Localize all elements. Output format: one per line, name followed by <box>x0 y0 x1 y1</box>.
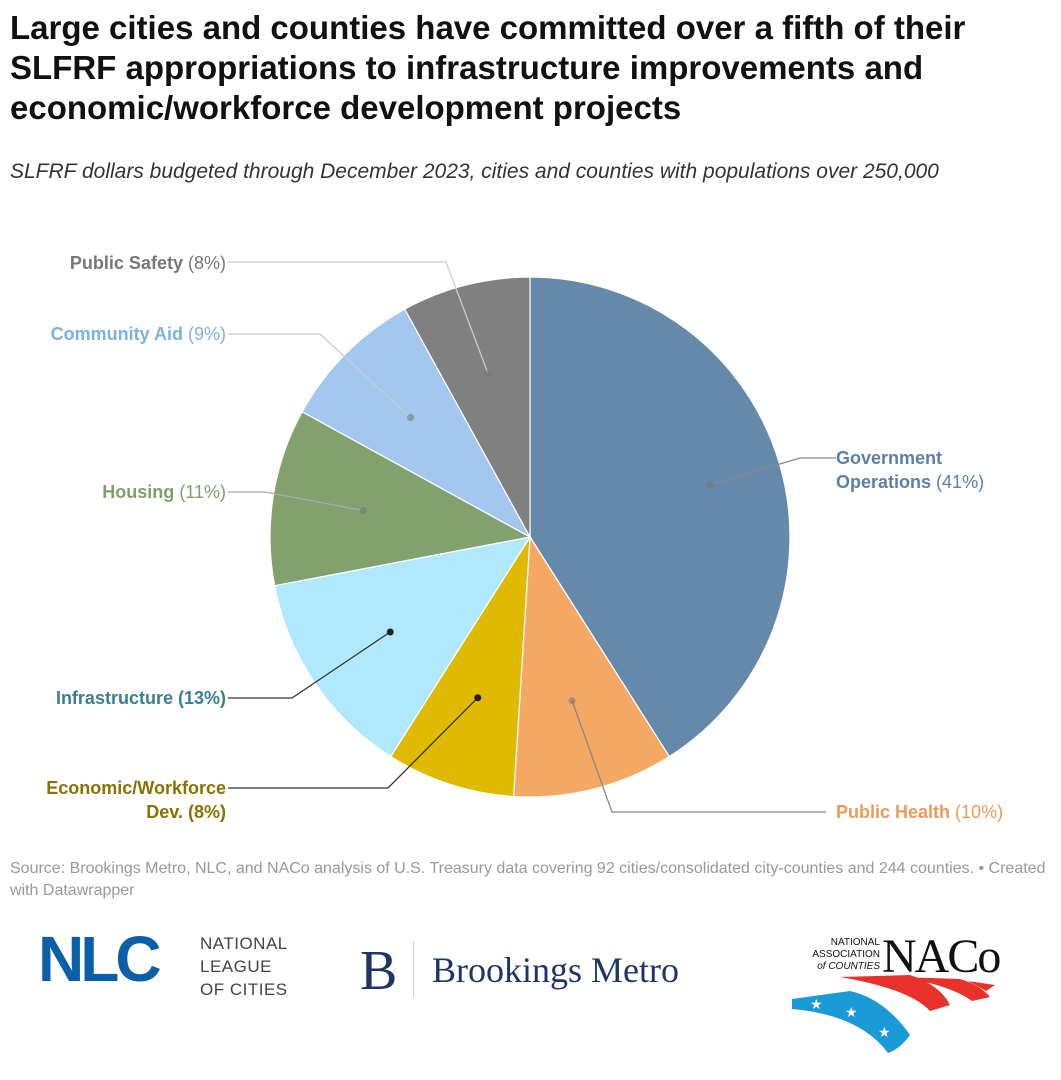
label-economic-workforce: Economic/Workforce Dev. (8%) <box>46 778 226 822</box>
label-government-operations: Government Operations (41%) <box>836 448 985 492</box>
label-community-aid: Community Aid (9%) <box>50 324 226 344</box>
leader-line <box>228 333 411 418</box>
leader-dot <box>706 481 714 489</box>
leader-dot <box>474 694 482 702</box>
label-housing: Housing (11%) <box>102 482 226 502</box>
svg-text:★: ★ <box>878 1024 891 1040</box>
leader-dot <box>568 697 576 705</box>
nlc-text-1: NATIONAL <box>200 934 288 953</box>
label-public-health: Public Health (10%) <box>836 802 1004 822</box>
brookings-text: Brookings Metro <box>432 950 679 990</box>
source-note: Source: Brookings Metro, NLC, and NACo a… <box>10 860 1046 899</box>
naco-text-1: NATIONAL <box>830 937 880 948</box>
leader-dot <box>406 413 414 421</box>
leader-dot <box>359 507 367 515</box>
leader-line <box>228 261 489 374</box>
leader-line <box>228 491 364 512</box>
naco-text-3: of COUNTIES <box>817 961 880 972</box>
naco-flag-icon: ★ ★ ★ <box>792 975 995 1053</box>
leader-line <box>709 457 836 486</box>
svg-text:★: ★ <box>810 996 823 1012</box>
leader-line <box>228 697 479 789</box>
brookings-mark: B <box>360 940 398 1002</box>
chart-subtitle: SLFRF dollars budgeted through December … <box>10 160 939 183</box>
label-public-safety: Public Safety (8%) <box>69 253 226 273</box>
nlc-mark: NLC <box>38 923 162 995</box>
divider <box>413 941 414 997</box>
nlc-text-3: OF CITIES <box>200 980 288 999</box>
naco-mark: NACo <box>882 930 1001 983</box>
nlc-text-2: LEAGUE <box>200 957 272 976</box>
pie-slice-community-aid <box>301 308 532 539</box>
pie-chart <box>228 261 836 813</box>
pie-slice-housing <box>269 410 532 587</box>
leader-dot <box>484 369 492 377</box>
pie-slice-public-health <box>513 535 671 798</box>
pie-slice-public-safety <box>403 276 531 538</box>
label-infrastructure: Infrastructure (13%) <box>55 688 226 708</box>
naco-text-2: ASSOCIATION <box>812 949 880 960</box>
leader-line <box>571 700 826 813</box>
pie-slice-economic-workforce-dev- <box>389 536 531 798</box>
credit-link[interactable]: • Created with Datawrapper <box>10 860 1046 899</box>
svg-text:★: ★ <box>845 1004 858 1020</box>
leader-line <box>228 631 391 699</box>
chart-title: Large cities and counties have committed… <box>10 9 966 126</box>
leader-dot <box>386 628 394 636</box>
